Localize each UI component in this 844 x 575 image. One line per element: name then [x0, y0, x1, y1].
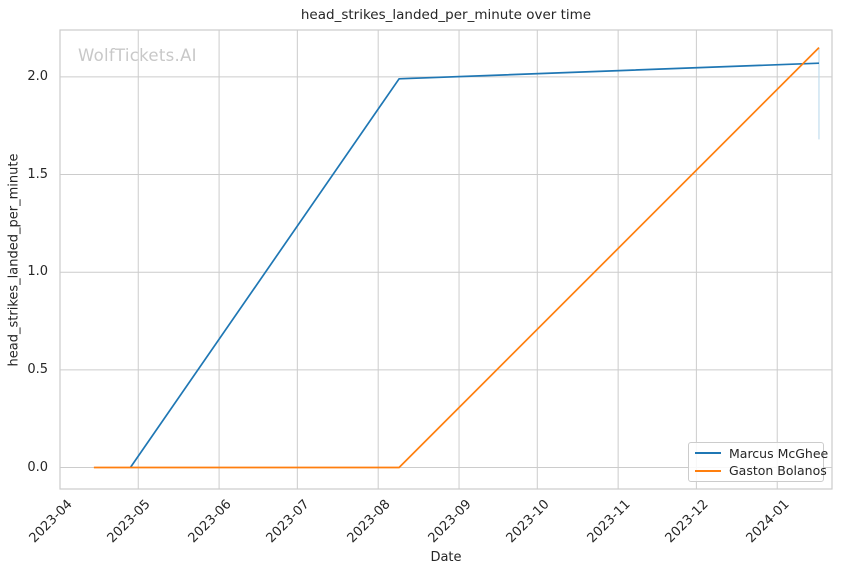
legend-item-gaston-bolanos: Gaston Bolanos — [695, 463, 827, 480]
legend-line-sample-orange — [695, 469, 721, 472]
series-line-gaston-bolanos — [93, 46, 820, 469]
x-axis-label: Date — [430, 550, 462, 565]
legend-item-marcus-mcghee: Marcus McGhee — [695, 445, 828, 462]
y-tick-label: 1.5 — [27, 166, 48, 182]
chart-title: head_strikes_landed_per_minute over time — [300, 7, 592, 23]
y-tick-label: 0.0 — [27, 459, 48, 475]
y-axis-label: head_strikes_landed_per_minute — [6, 153, 22, 367]
series-line-marcus-mcghee — [129, 62, 820, 468]
legend-label: Gaston Bolanos — [729, 463, 827, 479]
y-tick-label: 0.5 — [27, 361, 48, 377]
axes-spines — [59, 29, 833, 490]
legend-line-sample-blue — [695, 452, 721, 455]
watermark: WolfTickets.AI — [78, 46, 197, 65]
y-tick-label: 1.0 — [27, 264, 48, 280]
legend: Marcus McGhee Gaston Bolanos — [688, 442, 828, 482]
legend-label: Marcus McGhee — [729, 445, 829, 461]
y-tick-label: 2.0 — [27, 68, 48, 84]
